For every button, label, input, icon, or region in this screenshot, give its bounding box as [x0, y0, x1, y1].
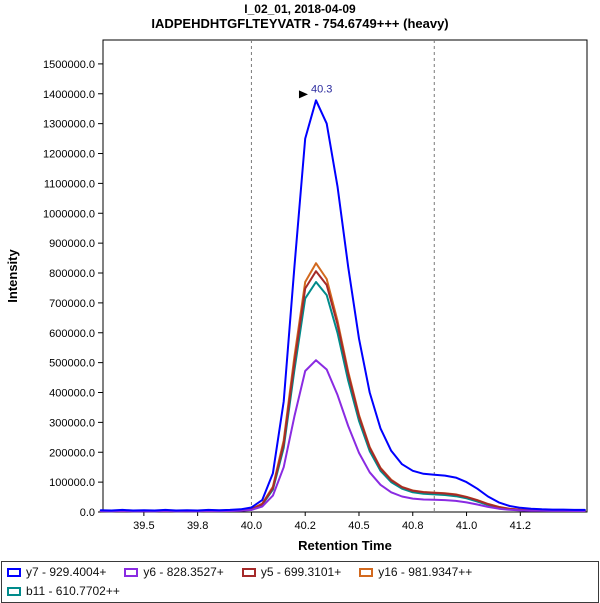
legend-label-y7: y7 - 929.4004+ [26, 565, 107, 580]
svg-text:1100000.0: 1100000.0 [44, 178, 95, 190]
legend-swatch-b11-icon [7, 586, 21, 596]
legend-swatch-y16-icon [359, 567, 374, 577]
legend-item-y16: y16 - 981.9347++ [359, 564, 472, 581]
legend-label-y6: y6 - 828.3527+ [143, 565, 224, 580]
svg-text:1300000.0: 1300000.0 [43, 118, 95, 130]
svg-text:40.5: 40.5 [348, 520, 369, 532]
svg-text:200000.0: 200000.0 [49, 447, 95, 459]
svg-text:41.2: 41.2 [510, 520, 531, 532]
legend-box: y7 - 929.4004+ y6 - 828.3527+ y5 - 699.3… [1, 560, 599, 603]
svg-text:0.0: 0.0 [80, 507, 95, 519]
legend-label-y5: y5 - 699.3101+ [260, 565, 342, 580]
svg-text:40.0: 40.0 [241, 520, 262, 532]
svg-text:Retention Time: Retention Time [298, 538, 392, 553]
chromatogram-plot[interactable]: 39.5 39.8 40.0 40.2 40.5 40.8 41.0 41.2 0.0 10000… [0, 32, 600, 560]
svg-text:100000.0: 100000.0 [49, 477, 95, 489]
svg-text:800000.0: 800000.0 [49, 268, 95, 280]
legend-swatch-y6-icon [124, 567, 139, 577]
legend-swatch-y7-icon [7, 567, 21, 577]
svg-text:40.2: 40.2 [294, 520, 315, 532]
chart-header: I_02_01, 2018-04-09 IADPEHDHTGFLTEYVATR … [0, 0, 600, 32]
svg-text:1500000.0: 1500000.0 [43, 59, 95, 71]
svg-text:39.5: 39.5 [133, 520, 154, 532]
chart-subtitle: IADPEHDHTGFLTEYVATR - 754.6749+++ (heavy… [151, 15, 449, 31]
svg-text:39.8: 39.8 [187, 520, 208, 532]
svg-text:Intensity: Intensity [5, 248, 20, 302]
legend-item-y7: y7 - 929.4004+ [7, 564, 106, 581]
svg-text:700000.0: 700000.0 [49, 298, 95, 310]
legend-label-b11: b11 - 610.7702++ [26, 584, 120, 599]
svg-text:1400000.0: 1400000.0 [43, 89, 95, 101]
legend-swatch-y5-icon [241, 567, 256, 577]
svg-text:1000000.0: 1000000.0 [43, 208, 95, 220]
legend-item-y5: y5 - 699.3101+ [241, 564, 342, 581]
svg-text:40.8: 40.8 [402, 520, 423, 532]
legend-label-y16: y16 - 981.9347++ [378, 565, 473, 580]
svg-text:300000.0: 300000.0 [49, 417, 95, 429]
svg-text:500000.0: 500000.0 [49, 357, 95, 369]
svg-text:600000.0: 600000.0 [49, 327, 95, 339]
svg-text:900000.0: 900000.0 [49, 238, 95, 250]
svg-text:41.0: 41.0 [456, 520, 477, 532]
svg-text:40.3: 40.3 [311, 83, 332, 95]
svg-text:1200000.0: 1200000.0 [43, 148, 95, 160]
legend-item-y6: y6 - 828.3527+ [124, 564, 224, 581]
chart-title: I_02_01, 2018-04-09 [244, 2, 356, 16]
legend-item-b11: b11 - 610.7702++ [7, 583, 120, 600]
svg-text:400000.0: 400000.0 [49, 387, 95, 399]
